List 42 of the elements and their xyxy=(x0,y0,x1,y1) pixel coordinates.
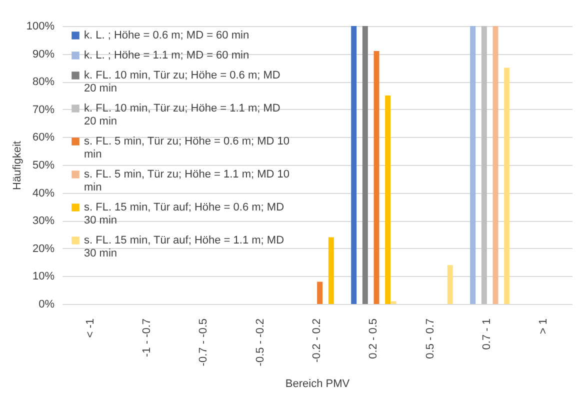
legend-label: s. FL. 15 min, Tür auf; Höhe = 1.1 m; MD 30 min xyxy=(84,234,284,260)
y-tick-label: 80% xyxy=(32,76,55,88)
y-tick-label: 0% xyxy=(38,298,55,310)
y-tick-label: 10% xyxy=(32,270,55,283)
legend-label: k. L. ; Höhe = 0.6 m; MD = 60 min xyxy=(84,30,250,42)
bar xyxy=(504,68,510,304)
y-tick-label: 20% xyxy=(32,242,55,255)
y-tick-label: 100% xyxy=(26,20,55,32)
y-tick-label: 40% xyxy=(32,187,55,200)
bar xyxy=(351,26,357,304)
bar xyxy=(390,301,396,304)
bar xyxy=(470,26,476,304)
legend-label: k. FL. 10 min, Tür zu; Höhe = 1.1 m; MD 20 min xyxy=(84,102,280,128)
legend-label: s. FL. 5 min, Tür zu; Höhe = 0.6 m; MD 10 min xyxy=(84,136,290,160)
x-tick-label: -1 - -0.7 xyxy=(141,318,153,358)
bar xyxy=(447,265,453,304)
y-tick-label: 30% xyxy=(32,215,55,228)
y-tick-label: 50% xyxy=(32,160,55,172)
bar xyxy=(362,26,368,304)
bar xyxy=(317,282,323,304)
legend-label: s. FL. 15 min, Tür auf; Höhe = 0.6 m; MD 30 min xyxy=(84,202,284,226)
x-tick-label: < -1 xyxy=(84,318,96,338)
x-tick-label: -0.2 - 0.2 xyxy=(311,318,323,363)
y-tick-label: 70% xyxy=(32,104,55,116)
bar xyxy=(374,51,380,304)
legend-label: k. FL. 10 min, Tür zu; Höhe = 0.6 m; MD 20 min xyxy=(84,70,280,94)
bar xyxy=(385,96,391,304)
y-axis-title: Häufigkeit xyxy=(11,141,24,190)
bar xyxy=(328,237,334,304)
x-tick-label: > 1 xyxy=(538,318,550,334)
y-tick-label: 60% xyxy=(32,132,55,144)
bar xyxy=(481,26,487,304)
x-axis-title: Bereich PMV xyxy=(285,378,350,390)
y-tick-label: 90% xyxy=(32,48,55,60)
x-tick-label: 0.5 - 0.7 xyxy=(424,318,436,359)
x-tick-label: -0.5 - -0.2 xyxy=(254,318,266,366)
bar xyxy=(492,26,498,304)
legend-label: s. FL. 5 min, Tür zu; Höhe = 1.1 m; MD 10 min xyxy=(84,168,290,194)
x-tick-label: -0.7 - -0.5 xyxy=(198,318,210,366)
legend-label: k. L. ; Höhe = 1.1 m; MD = 60 min xyxy=(84,50,250,62)
x-tick-label: 0.2 - 0.5 xyxy=(368,318,380,359)
x-tick-label: 0.7 - 1 xyxy=(481,318,493,350)
